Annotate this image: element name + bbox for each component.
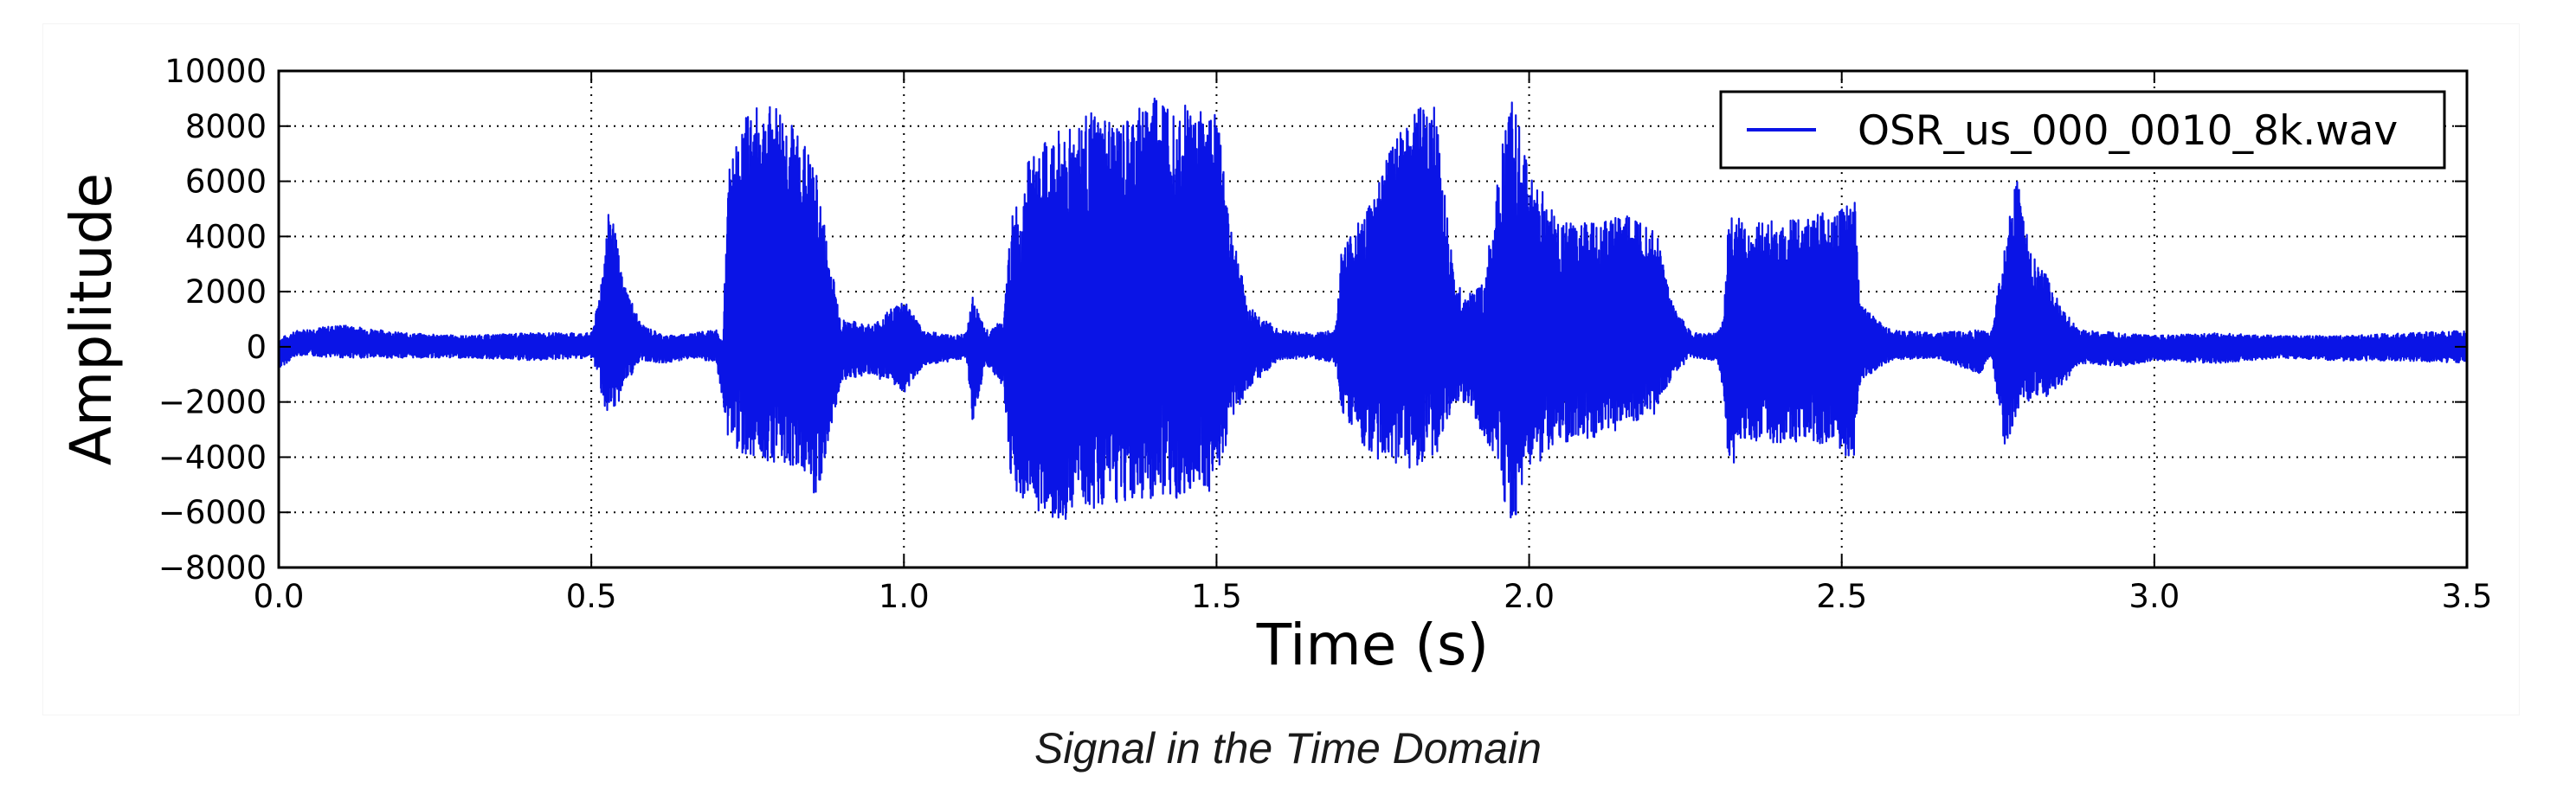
x-tick-label: 1.0	[879, 578, 930, 615]
x-tick-label: 1.5	[1191, 578, 1242, 615]
y-tick-label: −2000	[158, 384, 267, 421]
series-layer	[277, 97, 2469, 520]
y-tick-label: 4000	[185, 218, 267, 255]
series-line	[277, 97, 2469, 520]
y-tick-label: 2000	[185, 273, 267, 311]
tick-marks	[278, 70, 2468, 568]
figure-caption: Signal in the Time Domain	[1034, 724, 1542, 773]
y-tick-labels: −8000 −6000 −4000 −2000 0 2000 4000 6000 8000 100…	[158, 53, 267, 587]
y-tick-label: −6000	[158, 494, 267, 531]
x-tick-label: 0.0	[254, 578, 305, 615]
x-tick-label: 0.5	[566, 578, 617, 615]
y-axis-title: Amplitude	[58, 173, 125, 465]
y-tick-label: 0	[246, 329, 267, 366]
x-tick-label: 3.0	[2128, 578, 2180, 615]
y-tick-label: 10000	[164, 53, 267, 90]
y-tick-label: 8000	[185, 108, 267, 145]
x-tick-label: 2.0	[1504, 578, 1555, 615]
x-axis-title: Time (s)	[1256, 612, 1489, 678]
x-tick-label: 2.5	[1816, 578, 1867, 615]
y-tick-label: −8000	[158, 549, 267, 587]
y-tick-label: −4000	[158, 439, 267, 476]
plot-frame	[277, 69, 2469, 569]
figure-panel: 0.0 0.5 1.0 1.5 2.0 2.5 3.0 3.5 −8000 −6000 −4000…	[43, 24, 2519, 715]
waveform-chart: 0.0 0.5 1.0 1.5 2.0 2.5 3.0 3.5 −8000 −6000 −4000…	[58, 53, 2493, 678]
x-tick-labels: 0.0 0.5 1.0 1.5 2.0 2.5 3.0 3.5	[254, 578, 2493, 615]
legend-box	[1719, 90, 2446, 170]
legend-label: OSR_us_000_0010_8k.wav	[1858, 107, 2398, 155]
legend: OSR_us_000_0010_8k.wav	[1719, 90, 2446, 170]
x-tick-label: 3.5	[2442, 578, 2493, 615]
y-tick-label: 6000	[185, 164, 267, 201]
